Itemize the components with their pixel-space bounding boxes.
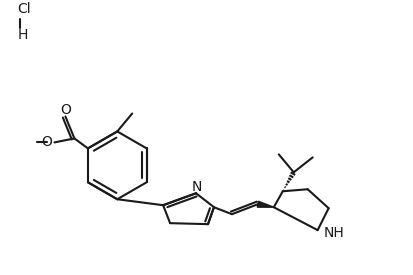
Text: H: H (18, 28, 28, 42)
Text: NH: NH (324, 226, 344, 240)
Text: O: O (60, 103, 71, 117)
Text: O: O (42, 135, 52, 149)
Text: Cl: Cl (18, 2, 31, 16)
Polygon shape (257, 201, 274, 207)
Text: N: N (192, 180, 202, 194)
